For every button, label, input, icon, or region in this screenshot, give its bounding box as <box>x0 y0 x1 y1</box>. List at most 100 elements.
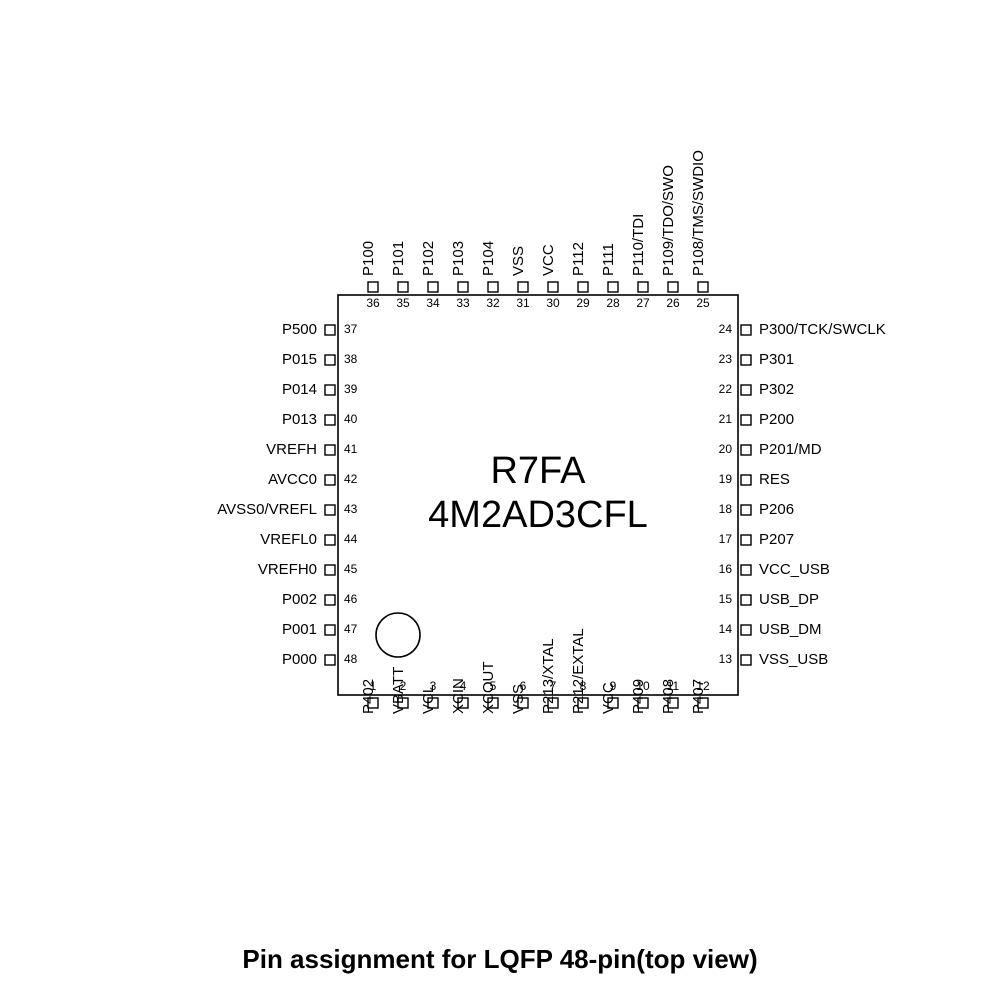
pin-pad <box>325 445 335 455</box>
pin-pad <box>325 325 335 335</box>
pin-pad <box>325 655 335 665</box>
pin-number: 44 <box>344 532 358 546</box>
figure-caption: Pin assignment for LQFP 48-pin(top view) <box>242 944 757 974</box>
pin-pad <box>325 595 335 605</box>
pin-label: P102 <box>420 241 437 276</box>
pin-label: P302 <box>759 381 794 398</box>
pin-label: P109/TDO/SWO <box>660 165 677 276</box>
pin-label: P001 <box>282 621 317 638</box>
pin-pad <box>488 282 498 292</box>
pin-pad <box>741 325 751 335</box>
pin-pad <box>698 282 708 292</box>
pin-number: 29 <box>576 296 590 310</box>
pin-number: 17 <box>719 532 733 546</box>
pin-pad <box>668 282 678 292</box>
pin-number: 20 <box>719 442 733 456</box>
pin-pad <box>741 355 751 365</box>
pin-pad <box>608 282 618 292</box>
pin-label: P200 <box>759 411 794 428</box>
pin-label: VBATT <box>390 667 407 714</box>
pin-number: 16 <box>719 562 733 576</box>
pin-pad <box>325 475 335 485</box>
pin-number: 43 <box>344 502 358 516</box>
pin-label: P108/TMS/SWDIO <box>690 150 707 276</box>
pin-label: P014 <box>282 381 317 398</box>
pin-number: 14 <box>719 622 733 636</box>
pin-label: P111 <box>600 243 617 276</box>
pin-pad <box>325 415 335 425</box>
pin-pad <box>428 282 438 292</box>
pin-label: P110/TDI <box>630 214 647 276</box>
pin-pad <box>741 385 751 395</box>
pin-label: USB_DM <box>759 621 822 638</box>
pin-pad <box>741 445 751 455</box>
pin-label: P201/MD <box>759 441 822 458</box>
pin-label: P402 <box>360 679 377 714</box>
pin-pad <box>638 282 648 292</box>
pin-label: AVSS0/VREFL <box>217 501 317 518</box>
pin-number: 31 <box>516 296 530 310</box>
pinout-diagram: R7FA4M2AD3CFL37P50038P01539P01440P01341V… <box>0 0 1000 1000</box>
pin-pad <box>741 595 751 605</box>
pin-label: VREFH0 <box>258 561 317 578</box>
pin-label: VSS <box>510 684 527 714</box>
pin-pad <box>325 355 335 365</box>
pin-number: 19 <box>719 472 733 486</box>
pin-pad <box>741 475 751 485</box>
pin-label: USB_DP <box>759 591 819 608</box>
pin-pad <box>325 625 335 635</box>
pin-label: P407 <box>690 679 707 714</box>
pin-pad <box>325 505 335 515</box>
pin-label: P103 <box>450 241 467 276</box>
pin-label: P000 <box>282 651 317 668</box>
pin-label: XCOUT <box>480 662 497 715</box>
pin-pad <box>548 282 558 292</box>
pin-number: 15 <box>719 592 733 606</box>
pin-number: 36 <box>366 296 380 310</box>
pin-number: 30 <box>546 296 560 310</box>
pin-pad <box>325 535 335 545</box>
pin-label: P213/XTAL <box>540 638 557 714</box>
pin-number: 34 <box>426 296 440 310</box>
pin-label: P104 <box>480 241 497 276</box>
pin-number: 39 <box>344 382 358 396</box>
pin-label: VREFH <box>266 441 317 458</box>
pin-number: 27 <box>636 296 650 310</box>
pin-label: VCC <box>540 244 557 276</box>
pin-number: 13 <box>719 652 733 666</box>
pin-number: 41 <box>344 442 358 456</box>
pin-label: VREFL0 <box>260 531 317 548</box>
pin-label: VSS <box>510 246 527 276</box>
pin-number: 25 <box>696 296 710 310</box>
pin-number: 26 <box>666 296 680 310</box>
pin-pad <box>398 282 408 292</box>
pin-label: P207 <box>759 531 794 548</box>
pin-number: 21 <box>719 412 733 426</box>
pin-number: 46 <box>344 592 358 606</box>
pin-number: 33 <box>456 296 470 310</box>
pin-label: RES <box>759 471 790 488</box>
pin-number: 22 <box>719 382 733 396</box>
pin-label: P100 <box>360 241 377 276</box>
pin-label: P112 <box>570 242 587 276</box>
pin-number: 32 <box>486 296 500 310</box>
pin-number: 38 <box>344 352 358 366</box>
pin-number: 42 <box>344 472 358 486</box>
pin-number: 28 <box>606 296 620 310</box>
pin-label: XCIN <box>450 678 467 714</box>
pin-pad <box>325 385 335 395</box>
pin-pad <box>741 625 751 635</box>
pin-label: P101 <box>390 241 407 276</box>
pin-label: VCC_USB <box>759 561 830 578</box>
chip-text-line2: 4M2AD3CFL <box>428 494 648 536</box>
pin-label: P500 <box>282 321 317 338</box>
pin-pad <box>368 282 378 292</box>
pin-pad <box>518 282 528 292</box>
pin-label: P015 <box>282 351 317 368</box>
pin-pad <box>741 655 751 665</box>
pin-number: 18 <box>719 502 733 516</box>
pin-number: 23 <box>719 352 733 366</box>
pin-label: VCC <box>600 682 617 714</box>
pin-number: 40 <box>344 412 358 426</box>
pin-pad <box>741 505 751 515</box>
